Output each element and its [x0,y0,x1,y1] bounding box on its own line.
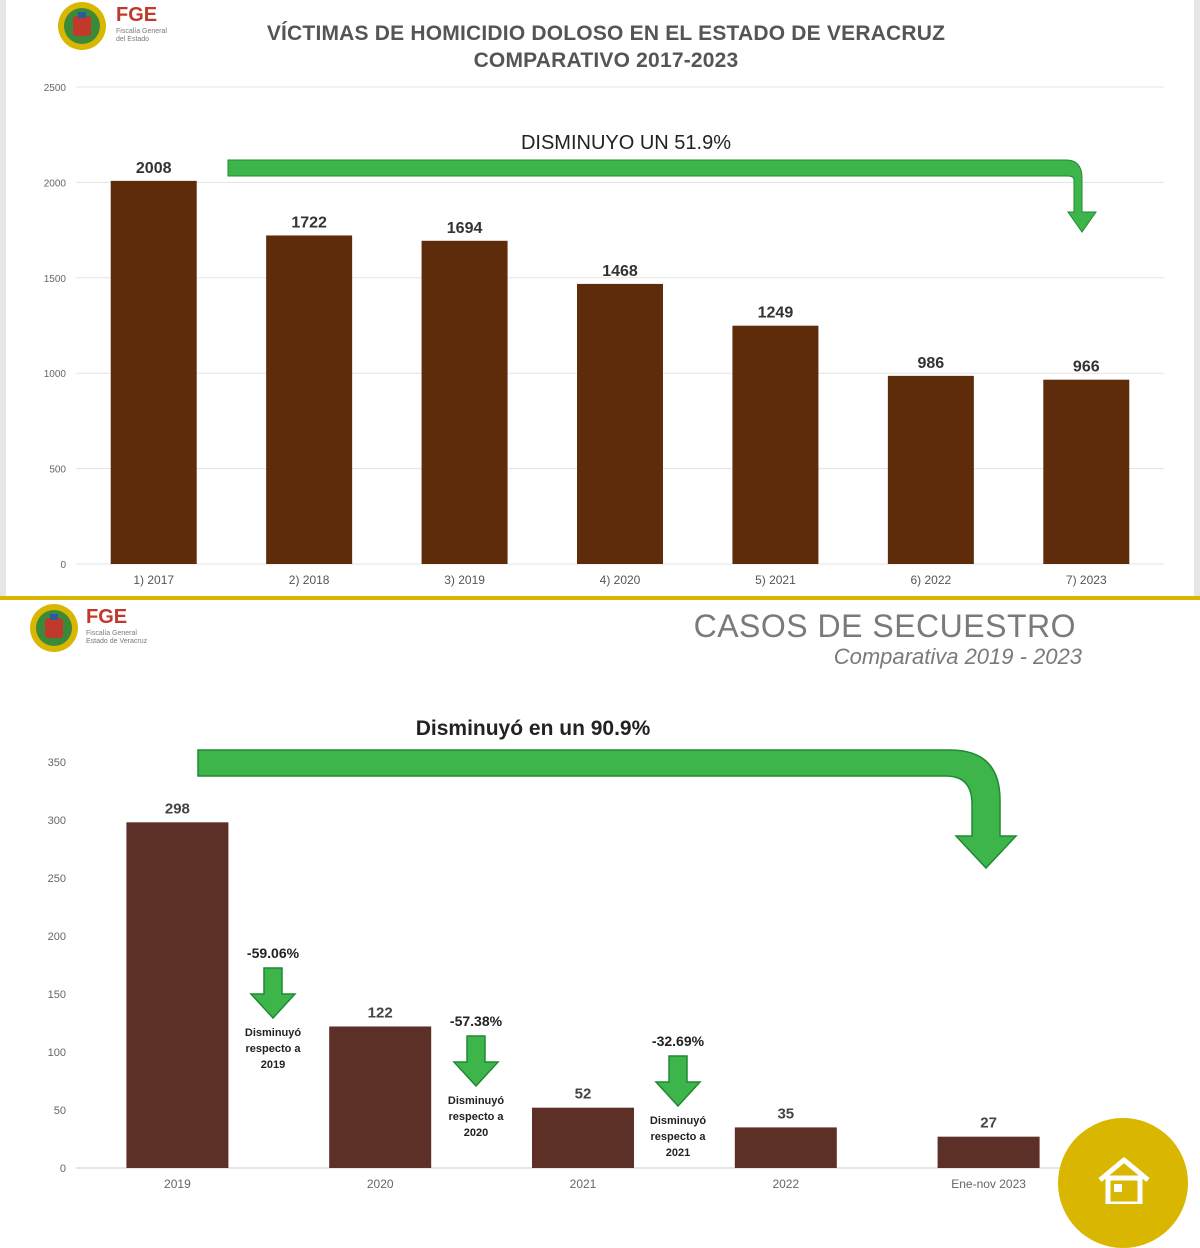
home-icon [1098,1157,1150,1204]
x-tick-label: 2) 2018 [289,573,330,587]
change-note-line: respecto a [650,1131,706,1143]
change-note-line: 2019 [261,1059,285,1071]
y-tick-label: 2000 [44,178,67,189]
data-label: 35 [777,1105,794,1122]
x-tick-label: 2022 [772,1177,799,1191]
y-tick-label: 200 [48,931,66,943]
data-label: 2008 [136,160,172,177]
data-label: 27 [980,1115,997,1132]
data-label: 1694 [447,220,483,237]
x-tick-label: 4) 2020 [600,573,641,587]
x-tick-label: 2020 [367,1177,394,1191]
logo-text: FGE [86,606,128,628]
veracruz-seal-icon [30,604,78,652]
chart1-subtitle: COMPARATIVO 2017-2023 [473,49,739,72]
data-label: 122 [368,1004,393,1021]
data-label: 1249 [758,305,794,322]
bar [266,235,353,565]
x-tick-label: 1) 2017 [133,573,174,587]
y-tick-label: 50 [54,1105,66,1117]
chart2-title: CASOS DE SECUESTRO [693,608,1076,644]
annotation-label: DISMINUYO UN 51.9% [521,132,731,154]
x-tick-label: 2021 [570,1177,597,1191]
y-tick-label: 0 [60,560,66,571]
fge-logo-2: FGE Fiscalía General Estado de Veracruz [28,600,198,660]
y-tick-label: 300 [48,815,66,827]
chart2-subtitle: Comparativa 2019 - 2023 [833,644,1082,669]
change-note-line: Disminuyó [448,1095,505,1107]
data-label: 986 [918,355,945,372]
decrease-arrow-icon [227,159,1097,233]
change-percent-label: -32.69% [652,1033,705,1049]
bar [734,1127,837,1168]
change-note-line: Disminuyó [245,1027,302,1039]
decrease-arrow-icon [197,749,1018,870]
chart1-title: VÍCTIMAS DE HOMICIDIO DOLOSO EN EL ESTAD… [266,22,946,45]
bar [937,1136,1040,1168]
logo-text: FGE [116,4,158,26]
y-tick-label: 2500 [44,83,67,94]
homicide-bar-chart: 0 500 1000 1500 2000 2500 2008 1) 2017 1722 2) 20… [44,83,1164,587]
x-tick-label: 3) 2019 [444,573,485,587]
data-label: 966 [1073,359,1100,376]
logo-subtext-2: Estado de Veracruz [86,638,148,645]
y-tick-label: 250 [48,873,66,885]
bar [732,325,819,564]
bar [421,240,508,565]
logo-subtext-2: del Estado [116,36,150,43]
data-label: 298 [165,800,190,817]
bar [577,283,663,564]
change-percent-label: -59.06% [247,945,300,961]
bar [110,180,197,564]
y-tick-label: 1000 [44,369,67,380]
change-note-line: Disminuyó [650,1115,707,1127]
bar [1043,379,1130,564]
y-tick-label: 500 [49,465,66,476]
change-percent-label: -57.38% [450,1013,503,1029]
down-arrow-icon [452,1035,500,1088]
home-button[interactable] [1058,1118,1188,1248]
annotation-label: Disminuyó en un 90.9% [416,717,651,740]
panel-divider [0,596,1200,600]
down-arrow-icon [249,967,297,1020]
data-label: 1722 [291,214,327,231]
x-tick-label: 7) 2023 [1066,573,1107,587]
bar [329,1026,432,1168]
bar [532,1107,634,1168]
change-note-line: 2021 [666,1147,690,1159]
data-label: 52 [575,1086,592,1103]
fge-logo-1: FGE Fiscalía General del Estado [56,0,206,55]
homicide-chart-panel: FGE Fiscalía General del Estado VÍCTIMAS… [0,0,1200,598]
change-note-line: 2020 [464,1127,488,1139]
data-label: 1468 [602,263,638,280]
x-tick-label: 6) 2022 [911,573,952,587]
x-tick-label: 5) 2021 [755,573,796,587]
bar [887,375,974,564]
x-tick-label: Ene-nov 2023 [951,1177,1026,1191]
bar [126,822,229,1168]
logo-subtext-1: Fiscalía General [116,28,167,35]
down-arrow-icon [654,1055,702,1108]
veracruz-seal-icon [58,2,106,50]
logo-subtext-1: Fiscalía General [86,630,137,637]
y-tick-label: 350 [48,757,66,769]
x-tick-label: 2019 [164,1177,191,1191]
kidnapping-bar-chart: 0 50 100 150 200 250 300 350 298 2019 122 2020 52 202… [48,717,1090,1191]
y-tick-label: 100 [48,1047,66,1059]
change-note-line: respecto a [448,1111,504,1123]
y-tick-label: 1500 [44,274,67,285]
change-note-line: respecto a [245,1043,301,1055]
y-tick-label: 0 [60,1163,66,1175]
y-tick-label: 150 [48,989,66,1001]
